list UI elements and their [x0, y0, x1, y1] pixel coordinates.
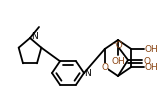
Text: O: O	[143, 57, 151, 65]
Text: O: O	[101, 62, 108, 72]
Text: OH: OH	[144, 62, 158, 72]
Text: N: N	[84, 69, 91, 78]
Text: OH: OH	[111, 57, 125, 65]
Text: ⁻O: ⁻O	[111, 40, 123, 50]
Text: OH: OH	[144, 45, 158, 53]
Text: N: N	[32, 31, 38, 40]
